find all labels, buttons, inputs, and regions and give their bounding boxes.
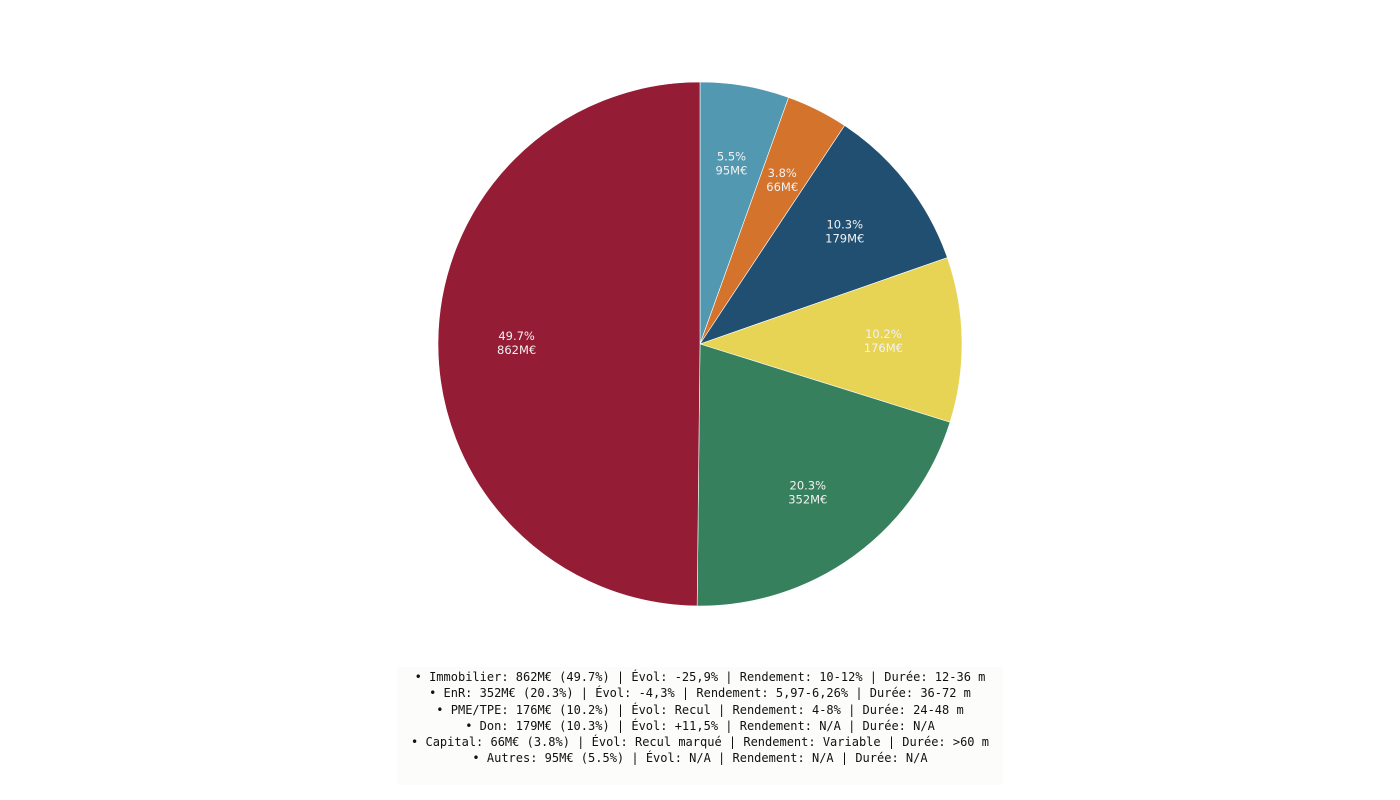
legend-line-pme-tpe: • PME/TPE: 176M€ (10.2%) | Évol: Recul |…	[436, 702, 964, 717]
legend-line-capital: • Capital: 66M€ (3.8%) | Évol: Recul mar…	[411, 735, 989, 750]
legend-line-enr: • EnR: 352M€ (20.3%) | Évol: -4,3% | Ren…	[429, 686, 971, 701]
slice-value-label: 66M€	[766, 180, 798, 194]
legend-line-autres: • Autres: 95M€ (5.5%) | Évol: N/A | Rend…	[472, 751, 928, 766]
slice-value-label: 179M€	[825, 231, 864, 245]
slice-label-4: 20.3% 352M€	[788, 478, 827, 506]
slice-percent-label: 5.5%	[717, 149, 746, 163]
pie-slice-2	[699, 125, 948, 345]
pie-labels: 5.5% 95M€ 3.8% 66M€ 10.3% 179M€ 10.2% 176M€ 20.3…	[497, 149, 903, 506]
pie-slice-5	[437, 81, 701, 607]
legend-box: • Immobilier: 862M€ (49.7%) | Évol: -25,…	[397, 667, 1003, 785]
slice-value-label: 352M€	[788, 492, 827, 506]
pie-slice-4	[696, 343, 951, 607]
pie-slices	[437, 81, 963, 607]
pie-slice-3	[699, 257, 963, 423]
slice-value-label: 862M€	[497, 343, 536, 357]
legend-line-immobilier: • Immobilier: 862M€ (49.7%) | Évol: -25,…	[414, 670, 986, 684]
slice-label-5: 49.7% 862M€	[497, 329, 536, 357]
slice-percent-label: 10.3%	[826, 217, 863, 231]
slice-label-2: 10.3% 179M€	[825, 217, 864, 245]
slice-value-label: 95M€	[716, 163, 748, 177]
slice-percent-label: 49.7%	[498, 329, 535, 343]
slice-label-1: 3.8% 66M€	[766, 166, 798, 194]
slice-value-label: 176M€	[864, 341, 903, 355]
slice-percent-label: 10.2%	[865, 327, 902, 341]
slice-percent-label: 3.8%	[768, 166, 797, 180]
slice-label-0: 5.5% 95M€	[716, 149, 748, 177]
slice-percent-label: 20.3%	[790, 478, 827, 492]
legend-line-don: • Don: 179M€ (10.3%) | Évol: +11,5% | Re…	[465, 718, 935, 733]
slice-label-3: 10.2% 176M€	[864, 327, 903, 355]
